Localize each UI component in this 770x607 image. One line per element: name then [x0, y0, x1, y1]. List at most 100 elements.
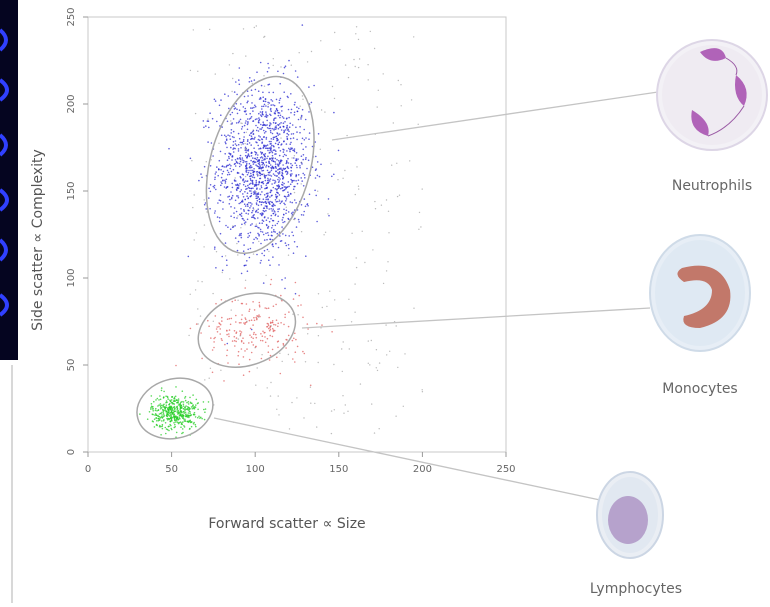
data-point-neutrophils [246, 218, 249, 221]
data-point-neutrophils [227, 95, 230, 97]
data-point-neutrophils [228, 155, 230, 158]
monocyte-icon [649, 234, 751, 352]
data-point-neutrophils [274, 199, 277, 201]
data-point-background [205, 161, 207, 163]
data-point-neutrophils [288, 59, 290, 62]
data-point-neutrophils [259, 165, 262, 167]
data-point-neutrophils [247, 197, 249, 200]
data-point-lymphocytes [182, 414, 185, 417]
data-point-lymphocytes [184, 406, 186, 409]
data-point-background [396, 162, 398, 164]
data-point-neutrophils [247, 100, 249, 102]
data-point-neutrophils [250, 192, 253, 195]
data-point-neutrophils [205, 125, 207, 127]
data-point-neutrophils [269, 264, 271, 267]
data-point-neutrophils [260, 173, 263, 176]
data-point-neutrophils [271, 227, 273, 229]
data-point-lymphocytes [181, 390, 184, 393]
data-point-neutrophils [248, 235, 251, 237]
data-point-neutrophils [250, 159, 252, 162]
data-point-background [301, 95, 304, 97]
data-point-background [270, 381, 272, 384]
data-point-background [326, 305, 328, 308]
data-point-background [278, 199, 280, 201]
data-point-neutrophils [265, 124, 267, 127]
data-point-lymphocytes [170, 417, 172, 419]
data-point-neutrophils [254, 136, 256, 139]
data-point-neutrophils [277, 220, 280, 223]
data-point-neutrophils [268, 140, 271, 143]
data-point-background [288, 428, 291, 430]
data-point-lymphocytes [158, 419, 161, 422]
data-point-neutrophils [292, 211, 294, 213]
data-point-neutrophils [252, 160, 255, 163]
data-point-neutrophils [256, 187, 258, 189]
data-point-background [277, 187, 279, 190]
data-point-neutrophils [263, 129, 265, 132]
data-point-neutrophils [244, 154, 247, 157]
data-point-neutrophils [255, 225, 258, 227]
data-point-monocytes [241, 314, 243, 316]
data-point-monocytes [200, 332, 202, 334]
data-point-neutrophils [278, 102, 281, 104]
data-point-lymphocytes [197, 416, 199, 419]
data-point-neutrophils [262, 182, 265, 185]
data-point-neutrophils [297, 174, 300, 176]
data-point-monocytes [228, 335, 230, 338]
x-tick-label: 50 [165, 464, 178, 475]
data-point-lymphocytes [163, 403, 165, 406]
data-point-monocytes [265, 307, 268, 310]
data-point-background [418, 228, 420, 230]
data-point-neutrophils [267, 194, 269, 196]
data-point-neutrophils [274, 142, 277, 145]
data-point-neutrophils [249, 202, 252, 204]
data-point-neutrophils [218, 220, 221, 223]
data-point-neutrophils [265, 219, 268, 221]
data-point-neutrophils [258, 233, 260, 236]
data-point-background [320, 40, 322, 42]
data-point-lymphocytes [179, 402, 181, 405]
data-point-neutrophils [287, 157, 289, 160]
data-point-neutrophils [265, 192, 268, 195]
data-point-monocytes [248, 310, 250, 313]
data-point-neutrophils [248, 169, 250, 172]
data-point-monocytes [249, 327, 252, 330]
data-point-neutrophils [264, 156, 267, 158]
data-point-neutrophils [270, 104, 273, 106]
data-point-monocytes [269, 322, 272, 325]
data-point-neutrophils [261, 163, 264, 166]
data-point-background [244, 175, 247, 178]
data-point-background [324, 111, 326, 113]
data-point-neutrophils [253, 106, 255, 109]
y-axis-label: Side scatter ∝ Complexity [30, 149, 46, 331]
data-point-neutrophils [253, 138, 256, 140]
data-point-background [215, 251, 218, 253]
data-point-background [209, 367, 212, 369]
data-point-background [327, 213, 329, 215]
data-point-monocytes [242, 356, 245, 358]
data-point-neutrophils [250, 132, 252, 135]
data-point-neutrophils [248, 81, 251, 83]
data-point-neutrophils [295, 175, 297, 178]
data-point-lymphocytes [169, 400, 172, 402]
data-point-neutrophils [286, 186, 289, 188]
data-point-lymphocytes [165, 404, 168, 407]
data-point-lymphocytes [177, 404, 180, 406]
data-point-neutrophils [234, 140, 237, 142]
data-point-background [278, 414, 280, 416]
data-point-neutrophils [242, 159, 245, 162]
data-point-neutrophils [239, 183, 241, 185]
data-point-background [333, 97, 336, 100]
data-point-neutrophils [247, 95, 249, 97]
data-point-monocytes [294, 361, 296, 363]
y-tick-label: 0 [66, 449, 77, 455]
data-point-lymphocytes [148, 411, 151, 413]
data-point-background [277, 395, 279, 397]
data-point-background [252, 253, 255, 255]
data-point-lymphocytes [153, 400, 155, 403]
data-point-background [357, 38, 360, 41]
data-point-neutrophils [272, 167, 275, 169]
data-point-neutrophils [268, 162, 270, 164]
data-point-background [316, 426, 318, 428]
data-point-neutrophils [226, 169, 229, 172]
